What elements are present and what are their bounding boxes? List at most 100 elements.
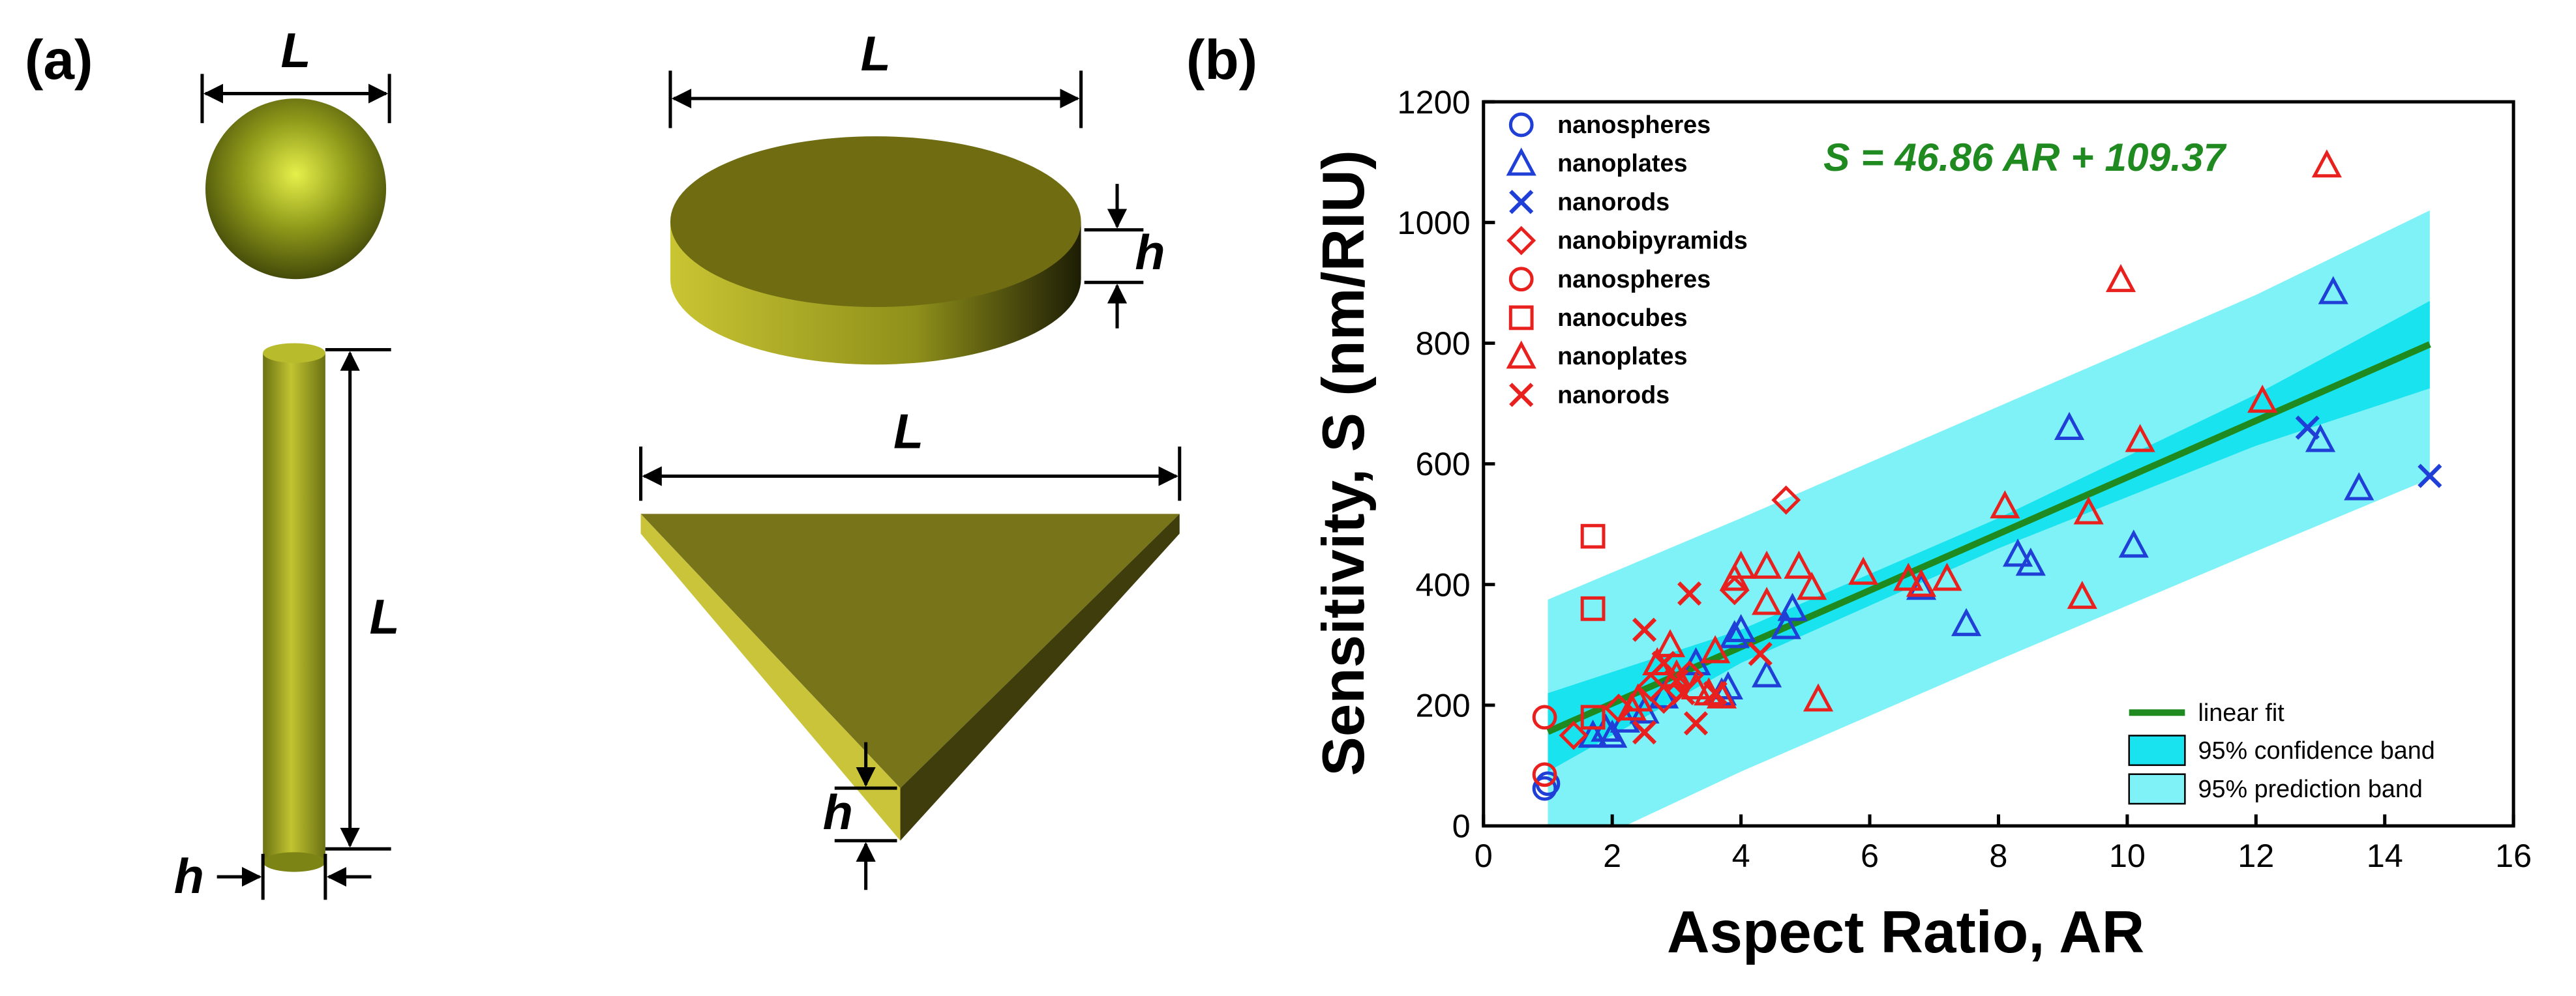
y-tick-label: 200: [1416, 687, 1471, 724]
x-tick-label: 14: [2367, 837, 2403, 874]
point: [1532, 762, 1557, 787]
point: [1506, 340, 1536, 369]
point: [1777, 593, 1808, 621]
point: [1532, 705, 1557, 730]
point: [2067, 581, 2097, 609]
point: [1597, 719, 1628, 748]
rod-end: [263, 852, 325, 872]
point: [1580, 523, 1606, 549]
fit-equation: S = 46.86 AR + 109.37: [1823, 135, 2226, 179]
prism-top: [640, 514, 1180, 789]
point: [1719, 620, 1750, 649]
point: [1797, 572, 1827, 600]
point: [1506, 226, 1536, 256]
point: [1719, 563, 1750, 591]
point: [1580, 705, 1606, 730]
point: [1751, 587, 1782, 615]
dimension-label: L: [280, 23, 310, 78]
point: [1580, 596, 1606, 621]
point: [1751, 550, 1782, 579]
dimension-label: L: [861, 27, 891, 81]
dimension-label: h: [823, 785, 853, 840]
point: [2125, 424, 2155, 452]
point: [2002, 538, 2033, 567]
point: [1803, 683, 1834, 712]
y-tick-label: 400: [1416, 566, 1471, 603]
point: [1771, 611, 1801, 639]
y-tick-label: 800: [1416, 325, 1471, 362]
disk-top: [670, 136, 1081, 308]
x-tick-label: 0: [1475, 837, 1493, 874]
point: [1771, 485, 1801, 515]
point: [1509, 383, 1534, 407]
dimension-label: L: [369, 590, 399, 645]
legend-label: nanobipyramids: [1557, 227, 1748, 255]
point: [1990, 490, 2020, 519]
point: [1677, 581, 1702, 606]
y-tick-label: 1200: [1398, 83, 1471, 121]
point: [1906, 568, 1937, 597]
point: [2247, 385, 2278, 413]
point: [1508, 305, 1534, 330]
point: [2015, 548, 2046, 576]
sphere: [205, 98, 387, 280]
point: [1664, 669, 1689, 694]
point: [1632, 720, 1657, 745]
point: [1784, 550, 1814, 579]
point: [1651, 651, 1676, 675]
point: [1506, 147, 1536, 176]
point: [1751, 659, 1782, 688]
point: [1720, 576, 1750, 606]
dimension-label: h: [1135, 226, 1165, 280]
legend-label: linear fit: [2198, 699, 2285, 727]
point: [1726, 613, 1756, 643]
point: [2344, 472, 2374, 501]
dimension-label: h: [174, 849, 204, 904]
x-tick-label: 8: [1989, 837, 2007, 874]
point: [2318, 276, 2348, 304]
point: [1700, 635, 1731, 664]
point: [2418, 463, 2442, 488]
y-tick-label: 1000: [1398, 204, 1471, 241]
x-axis-label: Aspect Ratio, AR: [1667, 900, 2144, 965]
panel-label: (a): [25, 29, 93, 91]
rod-top: [263, 343, 325, 363]
point: [2105, 264, 2136, 293]
point: [1748, 641, 1773, 666]
point: [2311, 149, 2342, 178]
x-tick-label: 2: [1603, 837, 1621, 874]
legend-label: nanoplates: [1557, 343, 1687, 370]
legend-label: nanorods: [1557, 381, 1670, 409]
point: [1683, 711, 1709, 736]
legend-label: nanoplates: [1557, 150, 1687, 177]
legend-label: nanospheres: [1557, 266, 1711, 293]
legend-swatch: [2128, 773, 2186, 805]
point: [2073, 496, 2104, 525]
point: [1951, 608, 1982, 636]
panel-label: (b): [1186, 29, 1257, 91]
point: [1703, 681, 1728, 705]
y-tick-label: 600: [1416, 445, 1471, 482]
point: [1671, 681, 1696, 705]
point: [1632, 617, 1657, 642]
point: [1532, 776, 1557, 801]
legend-label: 95% confidence band: [2198, 737, 2435, 765]
y-tick-label: 0: [1452, 808, 1471, 845]
prism-side: [900, 514, 1180, 841]
point: [1932, 563, 1962, 591]
point: [2118, 529, 2149, 558]
x-tick-label: 12: [2238, 837, 2274, 874]
legend-label: 95% prediction band: [2198, 776, 2423, 803]
x-tick-label: 6: [1861, 837, 1879, 874]
legend-label: nanospheres: [1557, 111, 1711, 139]
point: [1508, 267, 1534, 292]
point: [2305, 424, 2336, 452]
point: [2295, 415, 2320, 440]
point: [2054, 411, 2085, 440]
dimension-label: L: [893, 404, 923, 459]
legend-label: nanorods: [1557, 188, 1670, 216]
band: [1548, 210, 2430, 827]
point: [1636, 672, 1666, 702]
y-axis-label: Sensitivity, S (nm/RIU): [1311, 150, 1377, 776]
